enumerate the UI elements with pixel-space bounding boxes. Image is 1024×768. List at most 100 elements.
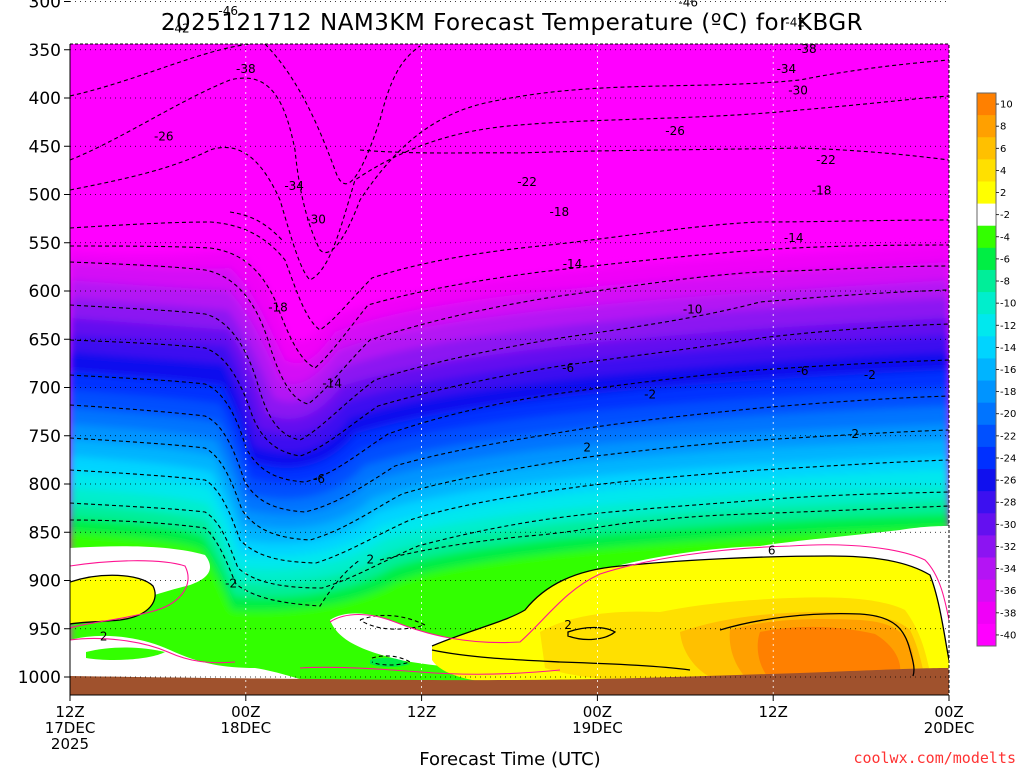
- colorbar-swatch: [977, 159, 996, 182]
- colorbar-label: -22: [1000, 431, 1016, 442]
- colorbar-label: 6: [1000, 144, 1006, 155]
- colorbar-swatch: [977, 93, 996, 116]
- contour-label: -18: [812, 184, 832, 198]
- contour-label: -10: [683, 302, 703, 316]
- y-tick-label: 1000: [18, 668, 61, 688]
- chart-title: 2025121712 NAM3KM Forecast Temperature (…: [161, 10, 863, 36]
- contour-label: -38: [797, 42, 817, 56]
- contour-label: 2: [100, 629, 108, 643]
- colorbar-label: -28: [1000, 498, 1016, 509]
- contour-label: -18: [550, 205, 570, 219]
- colorbar-label: -14: [1000, 343, 1016, 354]
- colorbar-swatch: [977, 579, 996, 603]
- colorbar-label: -26: [1000, 476, 1016, 487]
- colorbar-swatch: [977, 181, 996, 204]
- contour-label: -6: [562, 361, 574, 375]
- x-tick-label: 00Z: [934, 703, 963, 721]
- colorbar-swatch: [977, 557, 996, 581]
- x-tick-label: 18DEC: [221, 719, 272, 737]
- y-tick-label: 950: [29, 620, 61, 640]
- contour-label: -6: [313, 472, 325, 486]
- x-tick-label: 12Z: [55, 703, 84, 721]
- colorbar-swatch: [977, 380, 996, 404]
- contour-label: 2: [564, 618, 572, 632]
- colorbar-swatch: [977, 336, 996, 359]
- colorbar-label: -24: [1000, 453, 1016, 464]
- y-axis: 2503003504004505005506006507007508008509…: [18, 0, 71, 695]
- colorbar-label: -16: [1000, 365, 1016, 376]
- contour-label: -26: [154, 130, 174, 144]
- contour-label: -34: [777, 62, 797, 76]
- colorbar-label: -18: [1000, 387, 1016, 398]
- contour-label: -22: [816, 153, 836, 167]
- contour-label: -42: [170, 22, 190, 36]
- y-tick-label: 500: [29, 186, 61, 206]
- contour-lines: [70, 44, 949, 677]
- contour-label: -34: [284, 179, 304, 193]
- x-axis-label: Forecast Time (UTC): [419, 749, 600, 768]
- contour-label: -42: [785, 16, 805, 30]
- contour-label: -22: [517, 175, 537, 189]
- colorbar-swatch: [977, 491, 996, 514]
- colorbar-label: -32: [1000, 542, 1016, 553]
- colorbar-label: -38: [1000, 608, 1016, 619]
- y-tick-label: 350: [29, 41, 61, 61]
- y-tick-label: 900: [29, 572, 61, 592]
- contour-label: -18: [268, 300, 288, 314]
- contour-label: -2: [864, 368, 876, 382]
- x-tick-label: 00Z: [583, 703, 612, 721]
- contour-labels: -62-58-54-54-50-46-46-42-42-38-38-34-30-…: [100, 0, 876, 643]
- colorbar-label: -20: [1000, 409, 1016, 420]
- contour-label: -2: [225, 576, 237, 590]
- contour-label: -30: [788, 83, 808, 97]
- colorbar-label: 10: [1000, 100, 1013, 111]
- colorbar-swatch: [977, 513, 996, 536]
- temperature-field: [70, 44, 949, 695]
- colorbar-label: -34: [1000, 564, 1016, 575]
- terrain: [70, 668, 949, 695]
- contour-label: -38: [236, 62, 256, 76]
- x-tick-label: 00Z: [231, 703, 260, 721]
- contour-label: -14: [563, 257, 583, 271]
- colorbar-swatch: [977, 358, 996, 381]
- colorbar-label: -30: [1000, 520, 1016, 531]
- y-tick-label: 800: [29, 475, 61, 495]
- colorbar-label: -12: [1000, 321, 1016, 332]
- credit-text: coolwx.com/modelts: [853, 749, 1016, 767]
- contour-label: 2: [367, 552, 375, 566]
- y-tick-label: 450: [29, 137, 61, 157]
- contour-label: -14: [322, 377, 342, 391]
- colorbar-swatch: [977, 535, 996, 558]
- y-tick-label: 300: [29, 0, 61, 13]
- colorbar-label: 4: [1000, 166, 1006, 177]
- colorbar-label: 2: [1000, 188, 1006, 199]
- colorbar-label: -8: [1000, 277, 1010, 288]
- contour-label: -14: [784, 231, 804, 245]
- colorbar-swatch: [977, 469, 996, 492]
- contour-label: -6: [797, 364, 809, 378]
- colorbar-swatch: [977, 402, 996, 426]
- colorbar: 10 8 6 4 2 -2 -4 -6 -8 -10 -12 -14 -16 -18 -20 -22 -24 -2…: [976, 92, 1016, 647]
- colorbar-swatch: [977, 247, 996, 271]
- colorbar-label: 8: [1000, 122, 1006, 133]
- x-tick-label: 12Z: [759, 703, 788, 721]
- y-tick-label: 850: [29, 523, 61, 543]
- contour-label: -26: [665, 124, 685, 138]
- colorbar-swatch: [977, 269, 996, 293]
- y-tick-label: 600: [29, 282, 61, 302]
- colorbar-label: -6: [1000, 254, 1010, 265]
- colorbar-swatch: [977, 314, 996, 337]
- colorbar-swatch: [977, 137, 996, 160]
- colorbar-swatch: [977, 225, 996, 249]
- contour-label: -46: [678, 0, 698, 9]
- contour-label: -2: [644, 387, 656, 401]
- colorbar-swatch: [977, 623, 996, 647]
- y-tick-label: 650: [29, 330, 61, 350]
- colorbar-swatch: [977, 292, 996, 315]
- x-tick-label: 12Z: [407, 703, 436, 721]
- y-tick-label: 400: [29, 89, 61, 109]
- colorbar-label: -2: [1000, 210, 1010, 221]
- colorbar-label: -10: [1000, 299, 1016, 310]
- contour-label: 6: [768, 544, 776, 558]
